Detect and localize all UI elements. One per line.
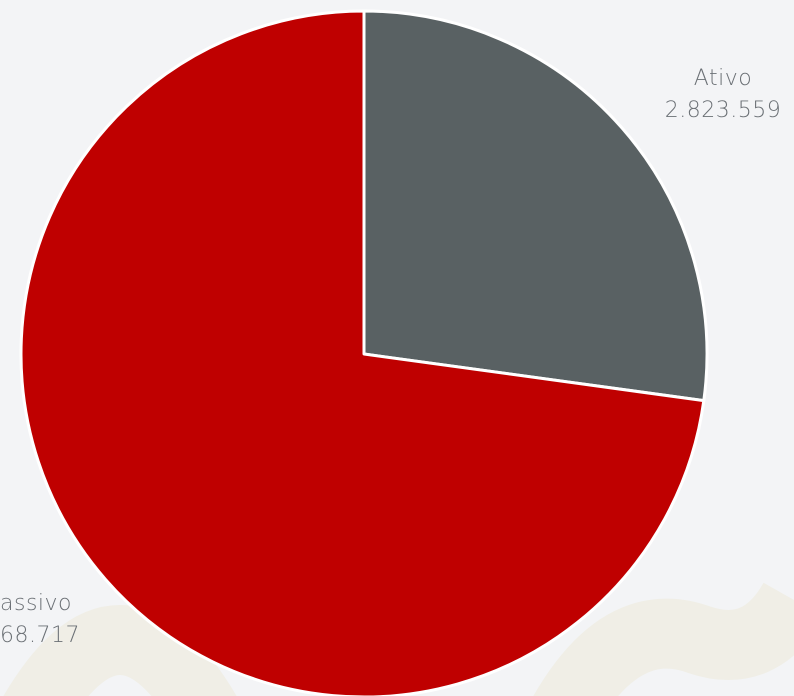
pie-slices [19, 9, 709, 696]
slice-label-passivo-value: 68.717 [0, 623, 80, 648]
slice-label-passivo: assivo 68.717 [0, 591, 80, 648]
slice-label-passivo-name: assivo [0, 591, 72, 616]
slice-label-ativo: Ativo 2.823.559 [665, 66, 781, 123]
pie-slice-passivo [19, 9, 706, 696]
pie-slice-ativo [362, 9, 709, 403]
background-watermark [3, 581, 794, 696]
slice-label-ativo-name: Ativo [694, 66, 752, 91]
slice-label-ativo-value: 2.823.559 [665, 98, 781, 123]
